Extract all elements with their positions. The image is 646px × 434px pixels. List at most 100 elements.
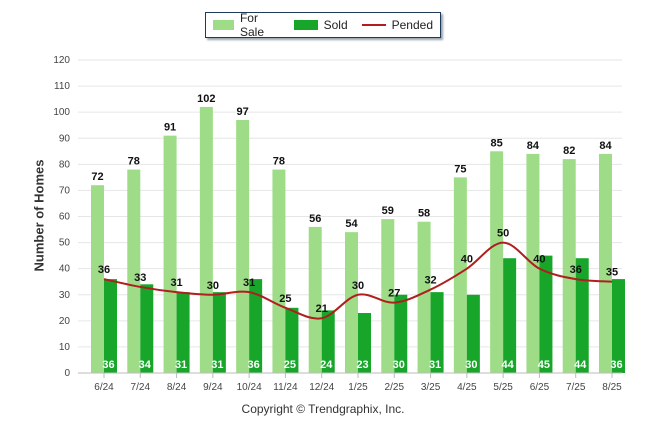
x-tick-label: 2/25 <box>385 382 405 393</box>
pended-value-label: 31 <box>243 277 255 289</box>
y-tick-label: 30 <box>59 290 71 301</box>
x-tick-label: 7/24 <box>131 382 151 393</box>
sold-bar <box>321 310 335 373</box>
for-sale-bar <box>599 153 612 373</box>
for-sale-value-label: 78 <box>128 156 140 168</box>
for-sale-bar <box>308 226 322 373</box>
for-sale-bar <box>127 169 141 373</box>
for-sale-value-label: 84 <box>599 140 612 152</box>
for-sale-bar <box>417 221 431 373</box>
pended-value-label: 21 <box>316 303 328 315</box>
y-tick-label: 110 <box>54 81 70 92</box>
legend-label-sold: Sold <box>323 18 348 32</box>
sold-value-label: 24 <box>320 359 333 371</box>
x-tick-label: 7/25 <box>566 382 586 393</box>
x-tick-label: 1/25 <box>348 382 368 393</box>
y-tick-label: 90 <box>59 133 71 144</box>
sold-bar <box>575 258 589 373</box>
pended-value-label: 25 <box>279 293 291 305</box>
x-tick-label: 5/25 <box>493 382 513 393</box>
pended-series-line <box>103 241 613 320</box>
for-sale-bar <box>236 119 250 373</box>
y-tick-label: 80 <box>59 159 71 170</box>
for-sale-value-label: 59 <box>382 205 394 217</box>
pended-value-label: 36 <box>570 264 582 276</box>
y-tick-label: 60 <box>59 212 71 223</box>
x-tick-label: 6/25 <box>530 382 550 393</box>
sold-bar <box>612 279 625 373</box>
sold-bar <box>212 292 226 373</box>
for-sale-bar <box>272 169 286 373</box>
pended-value-label: 40 <box>533 254 545 266</box>
copyright-text: Copyright © Trendgraphix, Inc. <box>241 402 405 416</box>
pended-value-label: 50 <box>497 228 509 240</box>
sold-value-label: 31 <box>211 359 223 371</box>
y-tick-label: 50 <box>59 238 71 249</box>
pended-value-label: 33 <box>134 272 146 284</box>
for-sale-value-label: 58 <box>418 208 430 220</box>
y-tick-label: 70 <box>59 185 71 196</box>
sold-bar <box>358 313 371 373</box>
sold-value-label: 44 <box>574 359 587 371</box>
sold-swatch <box>293 20 318 30</box>
y-tick-label: 10 <box>59 342 71 353</box>
for-sale-value-label: 85 <box>491 137 503 149</box>
y-tick-label: 20 <box>59 316 71 327</box>
sold-bar <box>140 284 154 373</box>
for-sale-bar <box>490 151 504 373</box>
for-sale-value-label: 72 <box>91 171 103 183</box>
x-tick-label: 6/24 <box>94 382 114 393</box>
y-tick-label: 120 <box>53 55 70 66</box>
pended-swatch <box>361 24 386 26</box>
sold-bar <box>430 292 444 373</box>
x-tick-label: 3/25 <box>421 382 441 393</box>
y-axis-title: Number of Homes <box>31 159 47 272</box>
legend-item-pended[interactable]: Pended <box>361 18 433 32</box>
y-tick-label: 100 <box>53 107 70 118</box>
pended-value-label: 35 <box>606 267 618 279</box>
for-sale-value-label: 84 <box>527 140 540 152</box>
x-tick-label: 12/24 <box>309 382 334 393</box>
for-sale-value-label: 54 <box>345 218 358 230</box>
for-sale-value-label: 78 <box>273 156 285 168</box>
for-sale-value-label: 82 <box>563 145 575 157</box>
sold-bar <box>394 294 408 373</box>
pended-line <box>103 241 613 320</box>
x-tick-label: 10/24 <box>237 382 262 393</box>
sold-bar <box>104 279 117 373</box>
sold-value-label: 25 <box>284 359 296 371</box>
y-tick-label: 40 <box>59 264 71 275</box>
for-sale-bar <box>199 106 213 373</box>
legend-item-sold[interactable]: Sold <box>293 18 348 32</box>
pended-value-label: 30 <box>352 280 364 292</box>
sold-bar <box>249 279 263 373</box>
for-sale-bar <box>345 232 358 373</box>
sold-value-label: 36 <box>610 359 622 371</box>
sold-bar <box>285 307 299 373</box>
pended-value-label: 31 <box>170 277 182 289</box>
sold-value-label: 23 <box>356 359 368 371</box>
sold-bar <box>466 294 480 373</box>
sold-value-label: 31 <box>429 359 441 371</box>
sold-bar <box>539 255 553 373</box>
sold-value-label: 30 <box>465 359 477 371</box>
for-sale-value-label: 75 <box>454 163 466 175</box>
data-labels: 72 36 78 34 91 31 102 31 97 36 78 25 56 24 54 23 59 30 58 3… <box>91 93 622 371</box>
sold-bar <box>503 258 517 373</box>
for-sale-swatch <box>213 20 234 30</box>
pended-value-label: 32 <box>424 275 436 287</box>
sold-value-label: 45 <box>538 359 550 371</box>
legend: For Sale Sold Pended <box>205 11 441 39</box>
sold-value-label: 31 <box>175 359 187 371</box>
y-tick-label: 0 <box>64 368 70 379</box>
pended-value-label: 27 <box>388 288 400 300</box>
x-tick-label: 9/24 <box>203 382 223 393</box>
sold-value-label: 36 <box>102 359 114 371</box>
sold-value-label: 30 <box>393 359 405 371</box>
for-sale-bar <box>91 185 104 373</box>
for-sale-bars <box>91 106 612 373</box>
legend-item-for-sale[interactable]: For Sale <box>213 11 280 39</box>
sold-value-label: 34 <box>139 359 152 371</box>
x-tick-label: 8/24 <box>167 382 187 393</box>
